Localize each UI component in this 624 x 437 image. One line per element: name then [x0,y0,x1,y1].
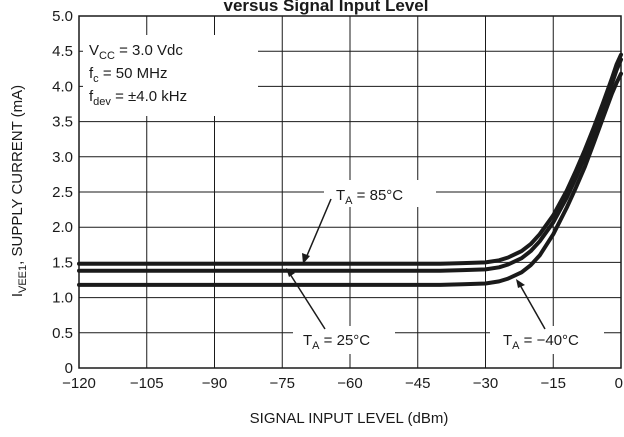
x-tick-label: 0 [615,375,623,392]
y-tick-label: 4.0 [52,78,73,95]
label-m40c-bg [490,326,604,354]
y-axis-title: IVEE1, SUPPLY CURRENT (mA) [9,85,29,297]
chart-title: versus Signal Input Level [223,0,428,15]
x-tick-label: −75 [270,375,295,392]
condition-fc: fc = 50 MHz [89,65,167,85]
y-tick-label: 0.5 [52,325,73,342]
x-tick-label: −90 [202,375,227,392]
label-85c-bg [324,180,436,207]
plot-frame [78,15,622,369]
arrow-85c [305,198,332,259]
y-tick-label: 1.0 [52,290,73,307]
series-line-0 [77,52,623,266]
y-tick-label: 3.0 [52,149,73,166]
x-tick-label: −60 [337,375,362,392]
series-label-25c: TA = 25°C [303,332,370,352]
arrow-25c [289,273,326,330]
series-label-85c: TA = 85°C [336,187,403,207]
y-tick-label: 3.5 [52,114,73,131]
y-tick-labels: 0 0.5 1.0 1.5 2.0 2.5 3.0 3.5 4.0 4.5 5.0 [52,8,73,377]
condition-vcc: VCC = 3.0 Vdc [89,42,183,62]
condition-fdev: fdev = ±4.0 kHz [89,88,187,108]
conditions-box-bg [83,35,258,116]
x-axis-title: SIGNAL INPUT LEVEL (dBm) [250,410,449,427]
y-tick-label: 5.0 [52,8,73,25]
y-tick-label: 0 [65,360,73,377]
series-label-minus40c: TA = −40°C [503,332,579,352]
label-25c-bg [293,326,395,354]
x-tick-label: −30 [473,375,498,392]
y-tick-label: 2.0 [52,219,73,236]
y-tick-label: 4.5 [52,43,73,60]
x-tick-label: −15 [541,375,566,392]
y-tick-label: 2.5 [52,184,73,201]
x-tick-label: −105 [130,375,164,392]
series-line-1 [77,57,623,273]
series-line-2 [77,71,623,287]
series-lines [77,52,623,287]
arrowhead-85c [302,253,310,264]
arrow-minus40c [519,284,546,330]
arrowhead-25c [286,268,295,277]
arrowhead-minus40c [516,279,525,288]
x-tick-labels: −120 −105 −90 −75 −60 −45 −30 −15 0 [62,375,623,392]
y-tick-label: 1.5 [52,254,73,271]
x-tick-label: −45 [405,375,430,392]
x-tick-label: −120 [62,375,96,392]
